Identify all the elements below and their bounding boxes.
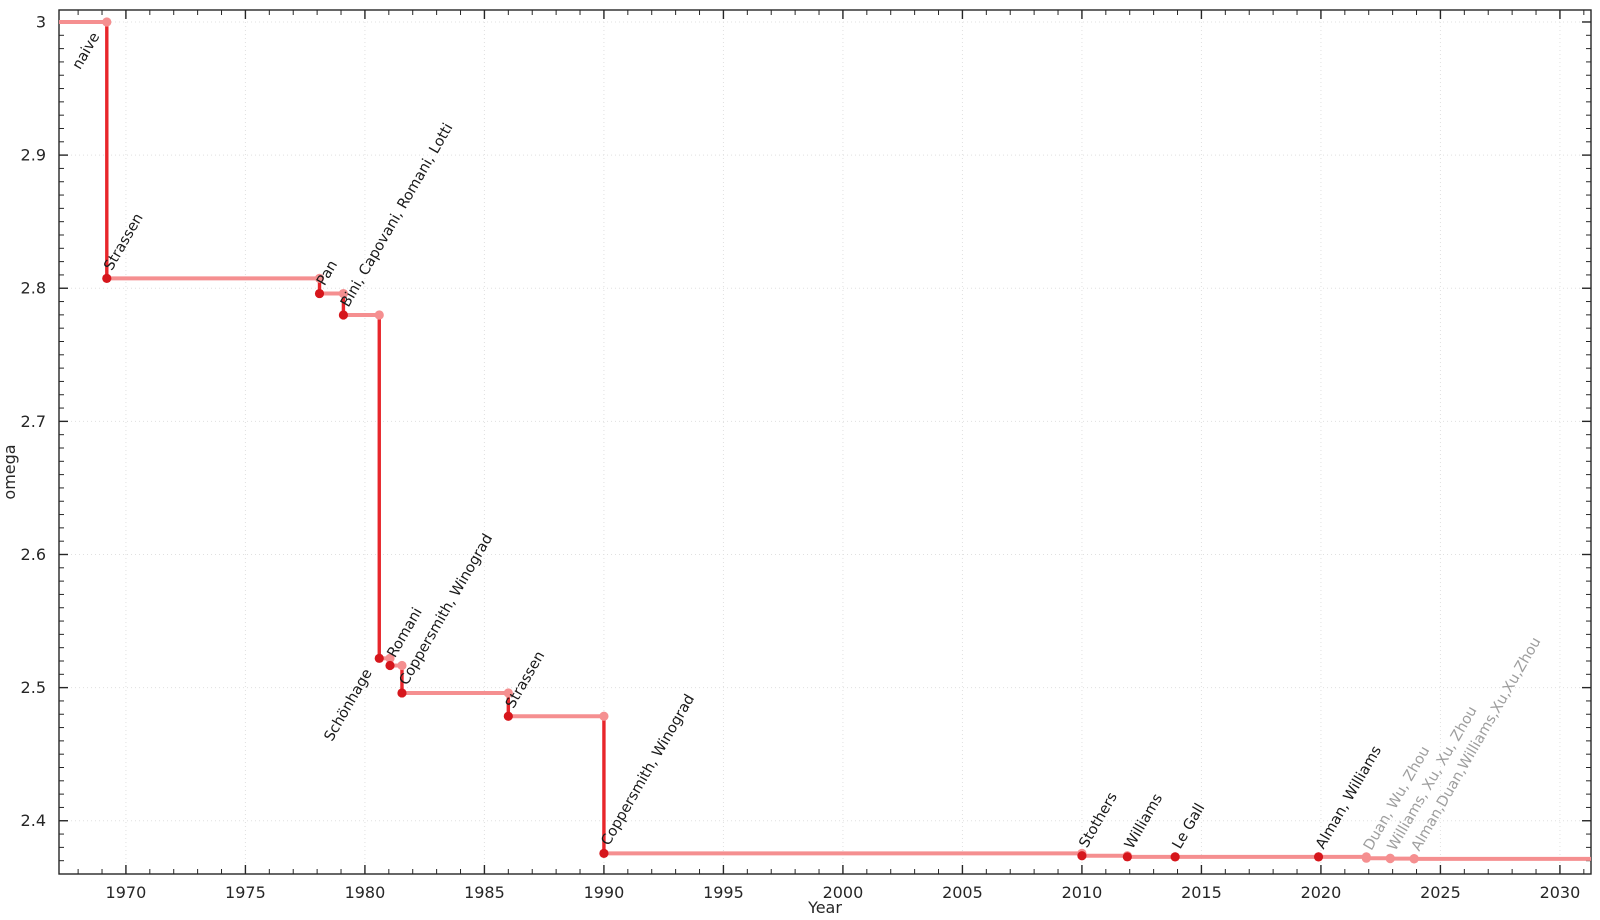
corner-dot-sch-nhage-end (385, 653, 395, 663)
x-tick-label-2015: 2015 (1181, 883, 1222, 902)
x-axis-label: Year (807, 898, 842, 917)
point-label-sch-nhage-1981: Schönhage (322, 666, 376, 744)
y-axis-label: omega (0, 444, 19, 499)
record-dot-alman-duan-williams-xu-xu-zhou-2024 (1409, 854, 1419, 864)
x-tick-label-1985: 1985 (464, 883, 505, 902)
y-tick-label-2.5: 2.5 (21, 678, 46, 697)
record-dot-bini-capovani-romani-lotti-1979 (338, 310, 349, 320)
point-label-williams-2012: Williams (1122, 791, 1166, 852)
y-tick-label-2.9: 2.9 (21, 146, 46, 165)
record-dot-duan-wu-zhou-2022 (1361, 853, 1371, 863)
point-label-pan-1978: Pan (314, 258, 341, 289)
record-dot-stothers-2010 (1077, 851, 1087, 861)
y-tick-label-2.8: 2.8 (21, 279, 46, 298)
record-dot-williams-xu-xu-zhou-2023 (1385, 854, 1395, 864)
point-label-le-gall-2014: Le Gall (1170, 801, 1209, 852)
x-tick-label-2000: 2000 (823, 883, 864, 902)
corner-dot-naive-end (102, 17, 112, 27)
x-tick-label-1970: 1970 (106, 883, 147, 902)
record-dot-alman-williams-2020 (1313, 852, 1324, 862)
x-tick-label-2005: 2005 (942, 883, 983, 902)
corner-dot-pan-end (338, 288, 349, 299)
point-label-alman-duan-williams-xu-xu-zhou-2024: Alman,Duan,Williams,Xu,Xu,Zhou (1409, 635, 1545, 854)
corner-dot-coppersmith-winograd-end (503, 688, 513, 698)
plot-frame (58, 9, 1592, 875)
y-tick-label-3: 3 (36, 12, 46, 31)
point-label-bini-capovani-romani-lotti-1979: Bini, Capovani, Romani, Lotti (338, 121, 456, 310)
record-dot-le-gall-2014 (1170, 852, 1180, 862)
record-dot-pan-1978 (314, 288, 325, 299)
record-dot-coppersmith-winograd-1990 (599, 848, 609, 858)
y-tick-label-2.4: 2.4 (21, 811, 46, 830)
x-tick-label-2025: 2025 (1420, 883, 1461, 902)
point-label-strassen-1986: Strassen (503, 649, 548, 712)
record-dot-sch-nhage-1981 (374, 653, 384, 663)
x-tick-label-1980: 1980 (345, 883, 386, 902)
x-tick-label-1995: 1995 (703, 883, 744, 902)
record-dot-coppersmith-winograd-1981 (397, 688, 407, 698)
point-label-coppersmith-winograd-1990: Coppersmith, Winograd (599, 692, 699, 848)
record-dot-williams-2012 (1122, 852, 1132, 862)
corner-dot-bini-capovani-romani-lotti-end (374, 310, 384, 320)
record-dot-strassen-1986 (503, 711, 513, 721)
x-tick-label-1990: 1990 (584, 883, 625, 902)
record-dot-romani-1981 (385, 660, 395, 671)
x-tick-label-2030: 2030 (1540, 883, 1581, 902)
y-tick-label-2.7: 2.7 (21, 412, 46, 431)
x-tick-label-1975: 1975 (225, 883, 266, 902)
corner-dot-romani-end (397, 660, 407, 671)
x-tick-label-2010: 2010 (1062, 883, 1103, 902)
corner-dot-strassen-end (314, 273, 325, 283)
y-tick-label-2.6: 2.6 (21, 545, 46, 564)
corner-dot-strassen-end (599, 711, 609, 721)
record-dot-strassen-1969 (102, 273, 112, 283)
point-label-naive: naive (70, 30, 104, 72)
x-tick-label-2020: 2020 (1301, 883, 1342, 902)
